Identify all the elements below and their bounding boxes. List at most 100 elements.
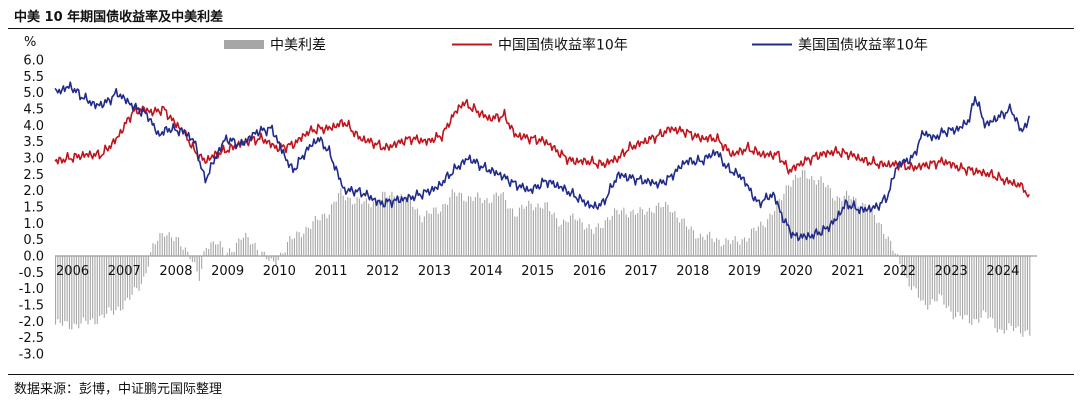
- spread-bar: [808, 179, 810, 256]
- spread-bar: [852, 196, 855, 256]
- x-tick-label: 2010: [263, 264, 296, 279]
- x-tick-label: 2020: [780, 264, 813, 279]
- spread-bar: [453, 192, 456, 256]
- spread-bar: [351, 204, 354, 256]
- spread-bar: [212, 241, 214, 256]
- spread-bar: [263, 251, 265, 256]
- x-tick-label: 2021: [831, 264, 864, 279]
- x-tick-label: 2022: [883, 264, 916, 279]
- spread-bar: [616, 210, 618, 256]
- spread-bar: [293, 238, 296, 256]
- spread-bar: [769, 213, 771, 256]
- spread-bar: [688, 229, 690, 256]
- spread-bar: [75, 256, 77, 325]
- spread-bar: [945, 256, 947, 309]
- spread-bar: [725, 238, 727, 256]
- legend-label: 中美利差: [270, 38, 326, 54]
- spread-bar: [783, 193, 785, 256]
- spread-bar: [124, 256, 126, 301]
- spread-bar: [955, 256, 957, 318]
- spread-bar: [275, 256, 277, 266]
- spread-bar: [389, 195, 391, 256]
- spread-bar: [270, 256, 272, 259]
- spread-bar: [247, 237, 249, 256]
- spread-bar: [760, 221, 762, 256]
- spread-bar: [256, 250, 258, 256]
- spread-bar: [576, 220, 579, 256]
- y-tick-label: 5.0: [23, 86, 44, 101]
- spread-bar: [119, 256, 122, 311]
- y-tick-label: 6.0: [23, 54, 44, 69]
- spread-bar: [878, 222, 880, 256]
- spread-bar: [112, 256, 115, 315]
- spread-bar: [331, 204, 333, 256]
- spread-bar: [80, 256, 82, 324]
- spread-bar: [101, 256, 103, 315]
- spread-bar: [73, 256, 75, 324]
- spread-bar: [825, 187, 827, 256]
- spread-bar: [398, 196, 400, 256]
- spread-bar: [449, 197, 451, 256]
- spread-bar: [412, 206, 414, 256]
- spread-bar: [736, 241, 739, 256]
- spread-bar: [463, 200, 465, 256]
- spread-bar: [507, 208, 509, 256]
- spread-bar: [321, 214, 323, 256]
- spread-bar: [927, 256, 929, 310]
- spread-bar: [268, 256, 270, 262]
- spread-bar: [683, 218, 685, 256]
- spread-bar: [154, 244, 156, 256]
- x-tick-label: 2011: [314, 264, 347, 279]
- spread-bar: [704, 239, 706, 256]
- spread-bar: [692, 230, 695, 256]
- spread-bar: [1017, 256, 1019, 327]
- spread-bar: [210, 242, 212, 256]
- series-line-china: [54, 81, 1030, 242]
- spread-bar: [71, 256, 73, 330]
- spread-bar: [372, 201, 374, 256]
- spread-bar: [375, 198, 377, 256]
- spread-bar: [233, 251, 235, 256]
- spread-bar: [1010, 256, 1012, 326]
- spread-bar: [342, 195, 344, 256]
- spread-bar: [632, 209, 634, 256]
- spread-bar: [730, 244, 732, 256]
- spread-bar: [437, 213, 439, 256]
- spread-bar: [337, 193, 340, 256]
- x-tick-label: 2015: [521, 264, 554, 279]
- spread-bar: [799, 177, 801, 256]
- spread-bar: [386, 197, 388, 256]
- spread-bar: [690, 226, 692, 256]
- spread-bar: [917, 256, 920, 298]
- spread-bar: [607, 217, 609, 256]
- spread-bar: [980, 256, 982, 318]
- spread-bar: [235, 242, 238, 256]
- spread-bar: [943, 256, 945, 305]
- spread-bar: [430, 213, 432, 256]
- spread-bar: [546, 202, 548, 256]
- spread-bar: [697, 238, 699, 256]
- spread-bar: [460, 193, 463, 256]
- spread-bar: [637, 212, 639, 256]
- x-tick-label: 2023: [935, 264, 968, 279]
- spread-bar: [511, 208, 514, 256]
- spread-bar: [245, 232, 247, 256]
- spread-bar: [535, 207, 537, 256]
- spread-bar: [300, 237, 302, 256]
- spread-bar: [739, 244, 741, 256]
- spread-bar: [465, 201, 467, 256]
- spread-bar: [558, 226, 560, 256]
- spread-bar: [611, 215, 613, 256]
- spread-bar: [238, 238, 240, 256]
- spread-bar: [864, 204, 866, 256]
- spread-bar: [416, 208, 418, 256]
- spread-bar: [665, 201, 667, 256]
- spread-bar: [409, 198, 412, 256]
- spread-bar: [820, 176, 822, 256]
- spread-bar: [370, 207, 372, 256]
- spread-bar: [660, 207, 662, 256]
- spread-bar: [428, 213, 430, 256]
- spread-bar: [797, 177, 799, 256]
- spread-bar: [776, 200, 778, 256]
- source-note: 数据来源：彭博，中证鹏元国际整理: [14, 382, 223, 397]
